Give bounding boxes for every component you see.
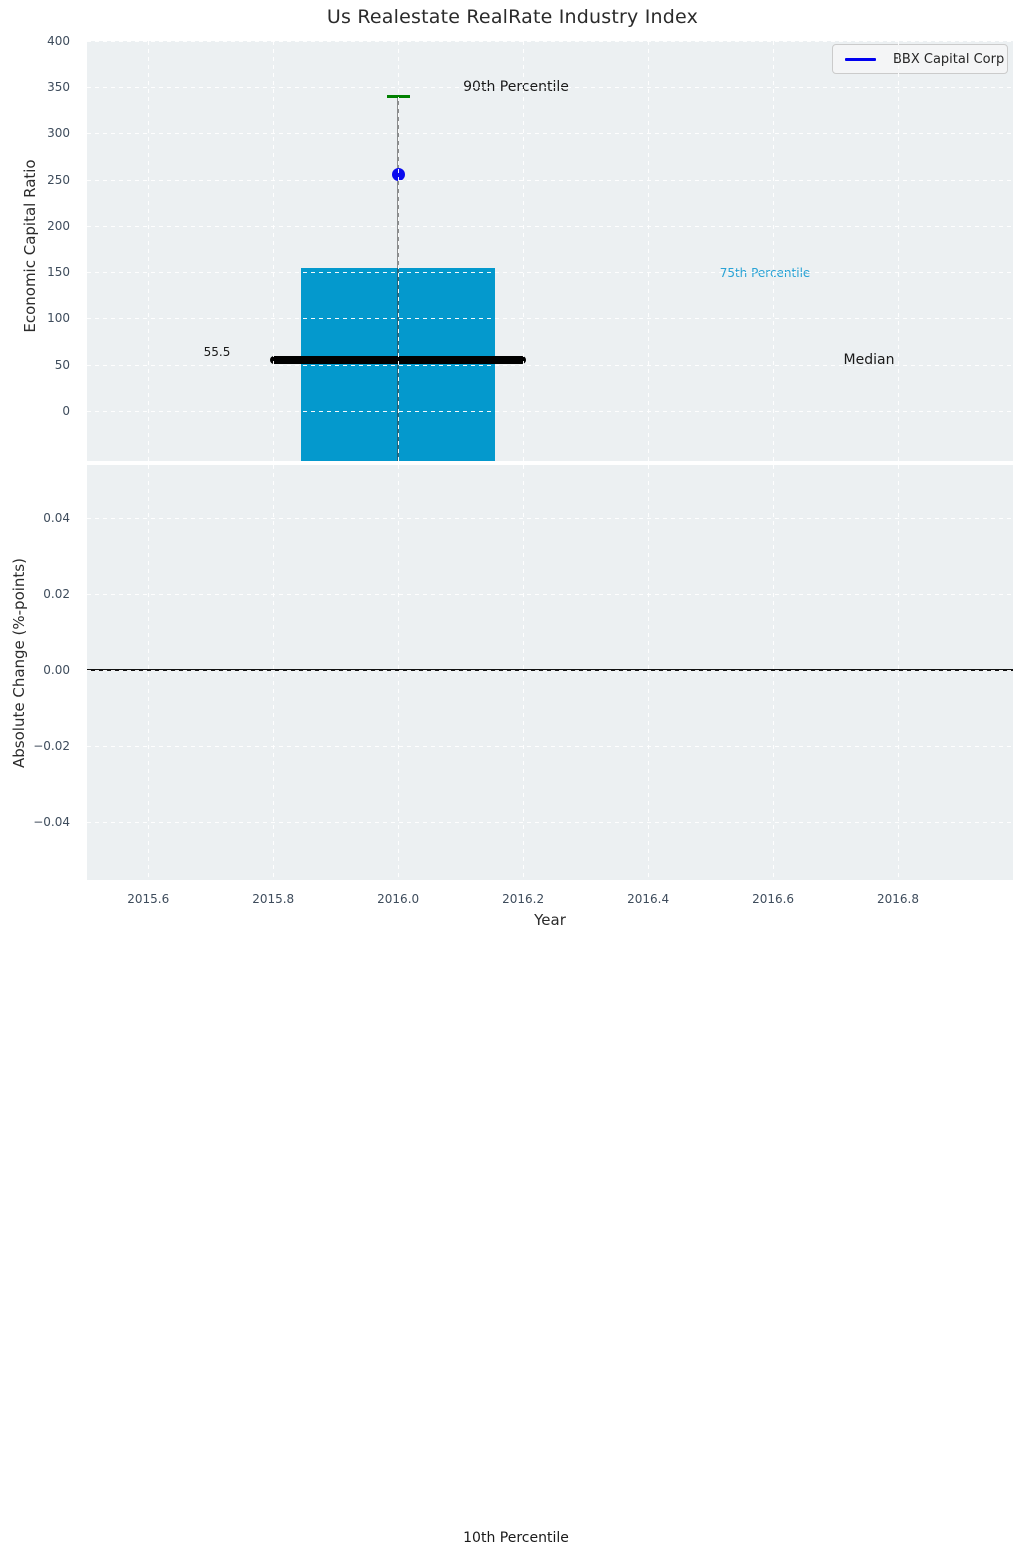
annotation-90th-percentile: 90th Percentile	[463, 79, 569, 95]
gridline-y	[87, 410, 1013, 412]
gridline-x	[898, 41, 900, 461]
median-line	[270, 355, 527, 364]
y-tick-label: 200	[47, 218, 70, 233]
y-tick-label: 300	[47, 126, 70, 141]
annotation-median-value: 55.5	[203, 345, 231, 359]
gridline-x	[398, 41, 400, 461]
y-tick-label: 0	[62, 403, 70, 418]
legend-label: BBX Capital Corp	[893, 51, 1005, 67]
gridline-y	[87, 133, 1013, 135]
x-tick-label: 2016.0	[377, 892, 420, 906]
gridline-x	[148, 41, 150, 461]
gridline-y	[87, 41, 1013, 42]
y-tick-label: −0.04	[33, 815, 70, 830]
y-tick-label: −0.02	[33, 739, 70, 754]
gridline-y	[87, 225, 1013, 227]
x-tick-label: 2016.4	[627, 892, 670, 906]
gridline-y	[87, 364, 1013, 366]
gridline-x	[648, 41, 650, 461]
y-tick-label: 100	[47, 311, 70, 326]
y-tick-label: 250	[47, 172, 70, 187]
x-tick-label: 2016.6	[752, 892, 795, 906]
x-tick-label: 2015.8	[252, 892, 295, 906]
gridline-y	[87, 822, 1013, 824]
gridline-x	[773, 465, 775, 880]
p90-cap	[386, 94, 410, 98]
gridline-x	[523, 41, 525, 461]
legend: BBX Capital Corp	[832, 44, 1008, 74]
gridline-x	[773, 41, 775, 461]
gridline-y	[87, 179, 1013, 181]
gridline-y	[87, 670, 1013, 672]
gridline-x	[148, 465, 150, 880]
gridline-x	[898, 465, 900, 880]
chart-title: Us Realestate RealRate Industry Index	[326, 6, 699, 28]
y-tick-label: 150	[47, 265, 70, 280]
gridline-x	[273, 41, 275, 461]
annotation-10th-percentile: 10th Percentile	[463, 1530, 569, 1546]
annotation-median: Median	[843, 352, 895, 368]
gridline-x	[648, 465, 650, 880]
y-tick-label: 0.00	[43, 663, 70, 678]
gridline-y	[87, 593, 1013, 595]
gridline-x	[398, 465, 400, 880]
gridline-y	[87, 517, 1013, 519]
gridline-x	[523, 465, 525, 880]
gridline-y	[87, 87, 1013, 89]
x-tick-label: 2015.6	[127, 892, 170, 906]
legend-line-swatch	[845, 57, 876, 61]
bottom-axes	[87, 465, 1013, 880]
gridline-x	[273, 465, 275, 880]
y-tick-label: 0.04	[43, 510, 70, 525]
x-tick-label: 2016.2	[502, 892, 545, 906]
y-tick-label: 400	[47, 34, 70, 48]
y-tick-label: 350	[47, 80, 70, 95]
x-axis-label: Year	[534, 911, 566, 929]
gridline-y	[87, 746, 1013, 748]
gridline-y	[87, 318, 1013, 320]
y-tick-label: 0.02	[43, 586, 70, 601]
x-tick-label: 2016.8	[877, 892, 920, 906]
top-axes	[87, 41, 1013, 461]
y-tick-label: 50	[54, 357, 70, 372]
gridline-y	[87, 272, 1013, 274]
